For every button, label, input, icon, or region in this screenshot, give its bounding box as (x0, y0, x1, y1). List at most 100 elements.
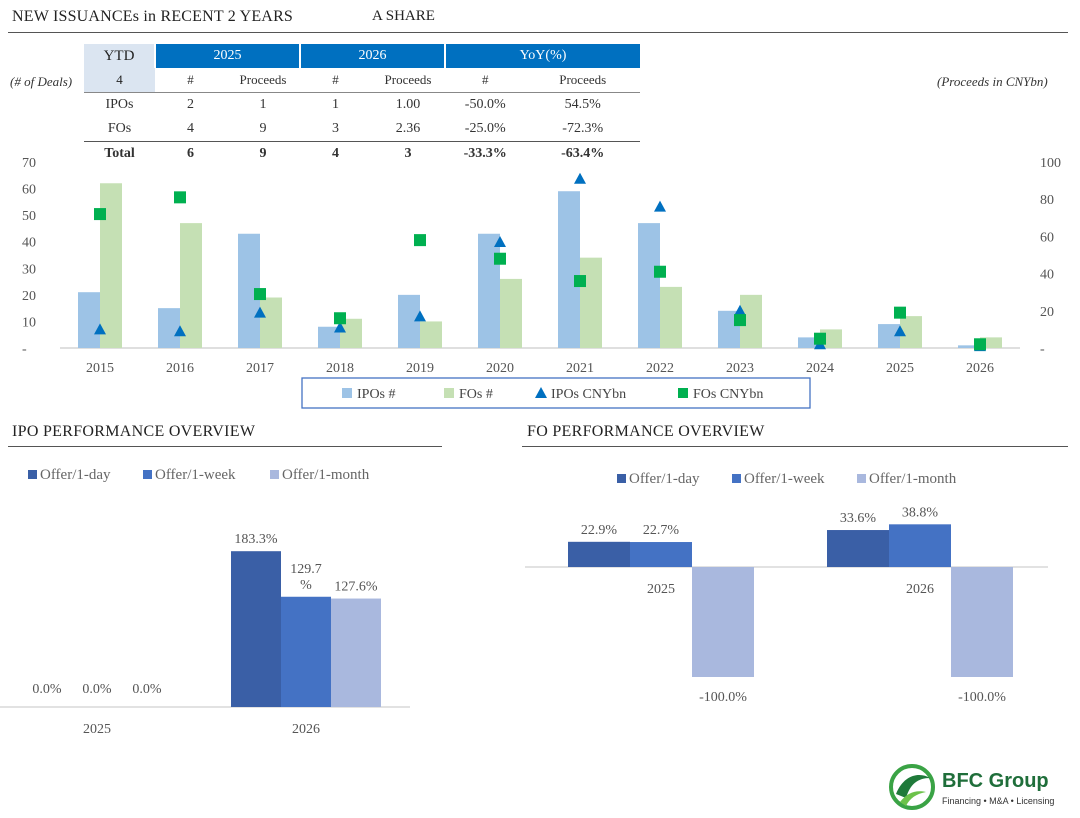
legend-swatch (617, 474, 626, 483)
fo-count-bar (100, 183, 122, 348)
ipo-count-bar (558, 191, 580, 348)
fo-proceeds-marker (174, 191, 186, 204)
category-label: 2026 (292, 722, 320, 737)
group-2025-header: 2025 (154, 44, 300, 68)
category-label: 2025 (647, 582, 675, 597)
performance-bar (231, 551, 281, 707)
data-label: 33.6% (840, 511, 877, 526)
table-cell: 2.36 (395, 121, 421, 136)
proceeds-unit-note: (Proceeds in CNYbn) (937, 74, 1048, 89)
ytd-value: 4 (84, 68, 155, 93)
right-axis-tick: 40 (1040, 268, 1054, 283)
x-axis-tick: 2025 (886, 361, 914, 376)
x-axis-tick: 2024 (806, 361, 834, 376)
ipo-proceeds-marker (734, 304, 746, 316)
left-axis-tick: 20 (22, 289, 36, 304)
legend-label: Offer/1-day (40, 467, 111, 483)
data-label: 183.3% (234, 532, 278, 547)
x-axis-tick: 2015 (86, 361, 114, 376)
legend-label: IPOs # (357, 387, 396, 402)
category-label: 2026 (906, 582, 934, 597)
data-label: 38.8% (902, 505, 939, 520)
fo-count-bar (580, 257, 602, 348)
page-title: NEW ISSUANCEs in RECENT 2 YEARS (12, 8, 294, 25)
subheader: Proceeds (525, 68, 640, 93)
fo-performance-chart: Offer/1-day Offer/1-week Offer/1-month 2025… (525, 471, 1048, 705)
category-label: 2025 (83, 722, 111, 737)
data-label: 127.6% (334, 580, 378, 595)
subheader: Proceeds (225, 68, 300, 93)
subheader: # (445, 68, 526, 93)
performance-bar (331, 598, 381, 707)
ipo-count-bar (238, 233, 260, 348)
fo-section-title: FO PERFORMANCE OVERVIEW (527, 423, 765, 440)
data-label: 22.9% (581, 523, 618, 538)
table-cell: 3 (331, 121, 339, 136)
right-axis-tick: 80 (1040, 193, 1054, 208)
ipo-proceeds-marker (654, 200, 666, 212)
group-yoy-header: YoY(%) (444, 44, 640, 68)
fo-proceeds-marker (414, 234, 426, 247)
ipo-performance-chart: Offer/1-day Offer/1-week Offer/1-month 2025… (0, 467, 410, 737)
left-axis-tick: 40 (22, 236, 36, 251)
right-axis-tick: 60 (1040, 230, 1054, 245)
fo-count-bar (660, 286, 682, 348)
legend-swatch (444, 388, 454, 398)
ipo-section-title: IPO PERFORMANCE OVERVIEW (12, 423, 256, 440)
table-cell: -63.4% (525, 141, 640, 166)
legend-swatch (143, 470, 152, 479)
ipo-proceeds-marker (414, 310, 426, 322)
ipo-count-bar (78, 292, 100, 348)
right-axis-tick: - (1040, 342, 1045, 357)
chart-legend (301, 377, 811, 409)
fo-count-bar (980, 337, 1002, 348)
fo-count-bar (420, 321, 442, 348)
legend-label: Offer/1-week (155, 467, 236, 483)
x-axis-tick: 2016 (166, 361, 194, 376)
logo-name: BFC Group (942, 770, 1049, 792)
legend-label: Offer/1-month (869, 471, 957, 487)
legend-label: Offer/1-month (282, 467, 370, 483)
ytd-header: YTD (84, 44, 155, 68)
bfc-logo-mark (889, 764, 935, 810)
left-axis-tick: 70 (22, 156, 36, 171)
deals-unit-note: (# of Deals) (10, 74, 73, 89)
legend-swatch (28, 470, 37, 479)
legend-label: FOs CNYbn (693, 387, 763, 402)
ipo-count-bar (958, 345, 980, 348)
performance-bar (281, 596, 331, 707)
fo-proceeds-marker (894, 306, 906, 319)
fo-count-bar (740, 294, 762, 348)
fo-proceeds-marker (334, 312, 346, 325)
table-cell: 2 (186, 97, 194, 112)
legend-swatch (857, 474, 866, 483)
table-cell: 4 (300, 141, 371, 166)
legend-label: Offer/1-day (629, 471, 700, 487)
issuance-combo-chart: - 10 20 30 40 50 60 70 - 20 40 60 80 100 2015 2016 2017 2… (22, 156, 1061, 409)
table-cell: -33.3% (445, 141, 526, 166)
legend-swatch (732, 474, 741, 483)
performance-bar (889, 524, 951, 567)
fo-section-divider (522, 446, 1068, 447)
fo-proceeds-marker (974, 338, 986, 351)
subheader: Proceeds (370, 68, 445, 93)
ipo-proceeds-marker (334, 321, 346, 333)
x-axis-tick: 2019 (406, 361, 434, 376)
fo-proceeds-marker (734, 314, 746, 327)
right-axis-tick: 100 (1040, 156, 1061, 171)
ipo-proceeds-marker (894, 325, 906, 337)
fo-count-bar (900, 316, 922, 348)
ipo-proceeds-marker (574, 172, 586, 184)
ytd-summary-table: YTD 2025 2026 YoY(%) 4 # Proceeds # Proc… (84, 44, 640, 166)
table-row: IPOs 2 1 1 1.00 -50.0% 54.5% (84, 93, 640, 118)
left-axis-tick: 10 (22, 315, 36, 330)
fo-count-bar (340, 318, 362, 348)
table-row: FOs 4 9 3 2.36 -25.0% -72.3% (84, 117, 640, 142)
data-label: -100.0% (958, 690, 1006, 705)
table-cell: 1.00 (395, 97, 421, 112)
row-label: IPOs (105, 97, 134, 112)
x-axis-tick: 2022 (646, 361, 674, 376)
data-label: 0.0% (32, 682, 62, 697)
x-axis-tick: 2018 (326, 361, 354, 376)
data-label: 0.0% (82, 682, 112, 697)
